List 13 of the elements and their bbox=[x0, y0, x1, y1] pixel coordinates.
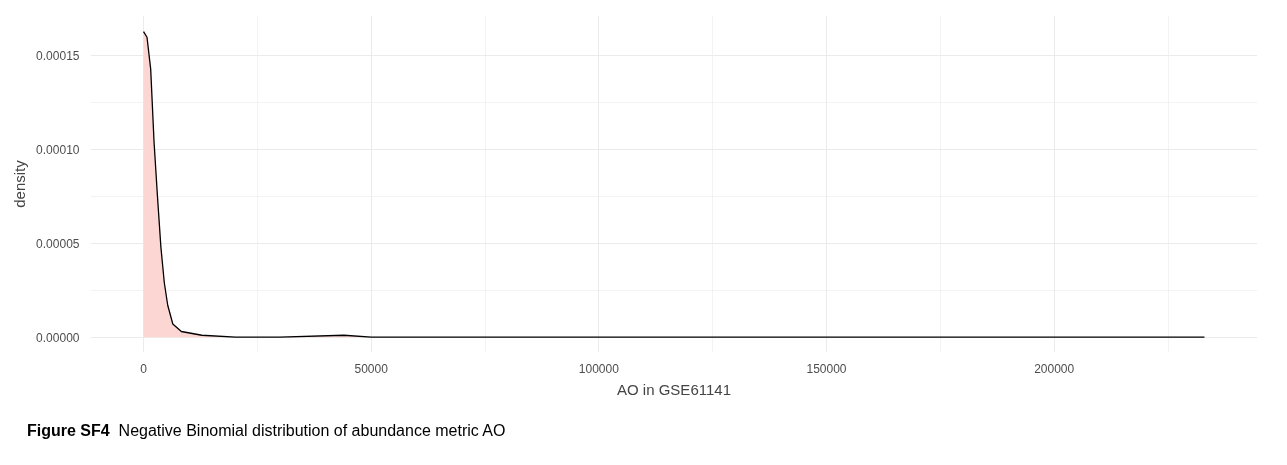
y-tick-label: 0.00005 bbox=[36, 236, 80, 251]
x-tick-label: 200000 bbox=[1034, 361, 1075, 376]
y-tick-label: 0.00010 bbox=[36, 143, 80, 158]
text: Figure SF4 bbox=[27, 422, 110, 439]
y-axis-title: density bbox=[11, 159, 29, 208]
x-axis-title: AO in GSE61141 bbox=[617, 380, 731, 398]
y-tick-label: 0.00000 bbox=[36, 330, 80, 345]
text: Negative Binomial distribution of abundance metric AO bbox=[118, 422, 506, 439]
y-tick-label: 0.00015 bbox=[36, 49, 80, 64]
x-tick-label: 100000 bbox=[578, 361, 620, 376]
x-tick-label: 50000 bbox=[354, 361, 389, 376]
x-tick-label: 150000 bbox=[806, 361, 847, 376]
x-tick-label: 0 bbox=[140, 361, 148, 376]
